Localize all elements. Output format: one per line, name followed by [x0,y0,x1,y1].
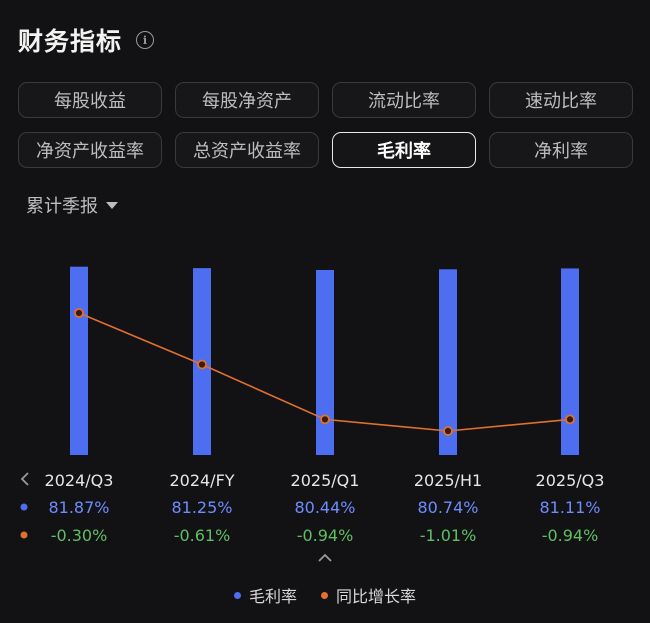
legend-dot [321,591,328,599]
legend-label: 毛利率 [248,587,297,606]
legend: 毛利率 同比增长率 [0,583,650,607]
page-title: 财务指标 [18,27,123,56]
bar-2024/Q3[interactable] [70,266,88,455]
line-series-dot [20,531,28,539]
bar-value-label: 81.11% [539,498,600,517]
period-label: 累计季报 [26,196,98,217]
legend-item-gross-margin: 毛利率 [233,583,297,607]
tab-bvps[interactable]: 每股净资产 [175,82,319,118]
legend-dot [233,591,241,599]
growth-value-label: -0.30% [51,526,108,545]
legend-label: 同比增长率 [336,587,417,606]
metric-tabs: 每股收益 每股净资产 流动比率 速动比率 净资产收益率 总资产收益率 毛利率 净… [18,82,633,168]
bar-series-dot [20,503,28,511]
x-tick-label: 2024/FY [169,471,234,490]
growth-value-label: -1.01% [420,526,477,545]
growth-point-2025/H1[interactable] [443,426,453,436]
tab-current-ratio[interactable]: 流动比率 [332,82,476,118]
growth-point-2025/Q3[interactable] [565,414,575,425]
tab-eps[interactable]: 每股收益 [18,82,162,118]
tab-roa[interactable]: 总资产收益率 [175,132,319,168]
tab-roe[interactable]: 净资产收益率 [18,132,162,168]
chevron-up-icon[interactable] [318,553,332,562]
bar-2025/Q1[interactable] [316,269,334,455]
growth-point-2024/Q3[interactable] [74,308,84,318]
info-icon[interactable]: i [136,31,155,49]
growth-value-label: -0.94% [542,526,599,545]
tab-gross-margin[interactable]: 毛利率 [332,132,476,168]
growth-point-2025/Q1[interactable] [320,414,330,425]
gross-margin-chart: 2024/Q3 2024/FY 2025/Q1 2025/H1 2025/Q3 81.8… [20,266,605,562]
x-tick-label: 2024/Q3 [45,471,114,490]
growth-value-label: -0.94% [297,526,354,545]
x-tick-label: 2025/H1 [414,471,482,490]
chevron-left-icon[interactable] [20,472,29,486]
growth-value-label: -0.61% [174,526,231,545]
title-row: 财务指标 i [18,22,155,58]
legend-item-yoy-growth: 同比增长率 [321,583,416,607]
period-selector[interactable]: 累计季报 [26,192,118,218]
caret-down-icon [106,201,118,209]
x-tick-label: 2025/Q1 [291,471,360,490]
bar-value-label: 80.44% [294,498,355,517]
bar-2025/H1[interactable] [439,269,457,455]
x-tick-label: 2025/Q3 [536,471,605,490]
tab-net-margin[interactable]: 净利率 [489,132,633,168]
bar-value-label: 81.87% [48,498,109,517]
bar-2025/Q3[interactable] [561,268,579,455]
growth-point-2024/FY[interactable] [197,359,207,370]
bar-value-label: 80.74% [417,498,478,517]
tab-quick-ratio[interactable]: 速动比率 [489,82,633,118]
bar-value-label: 81.25% [171,498,232,517]
